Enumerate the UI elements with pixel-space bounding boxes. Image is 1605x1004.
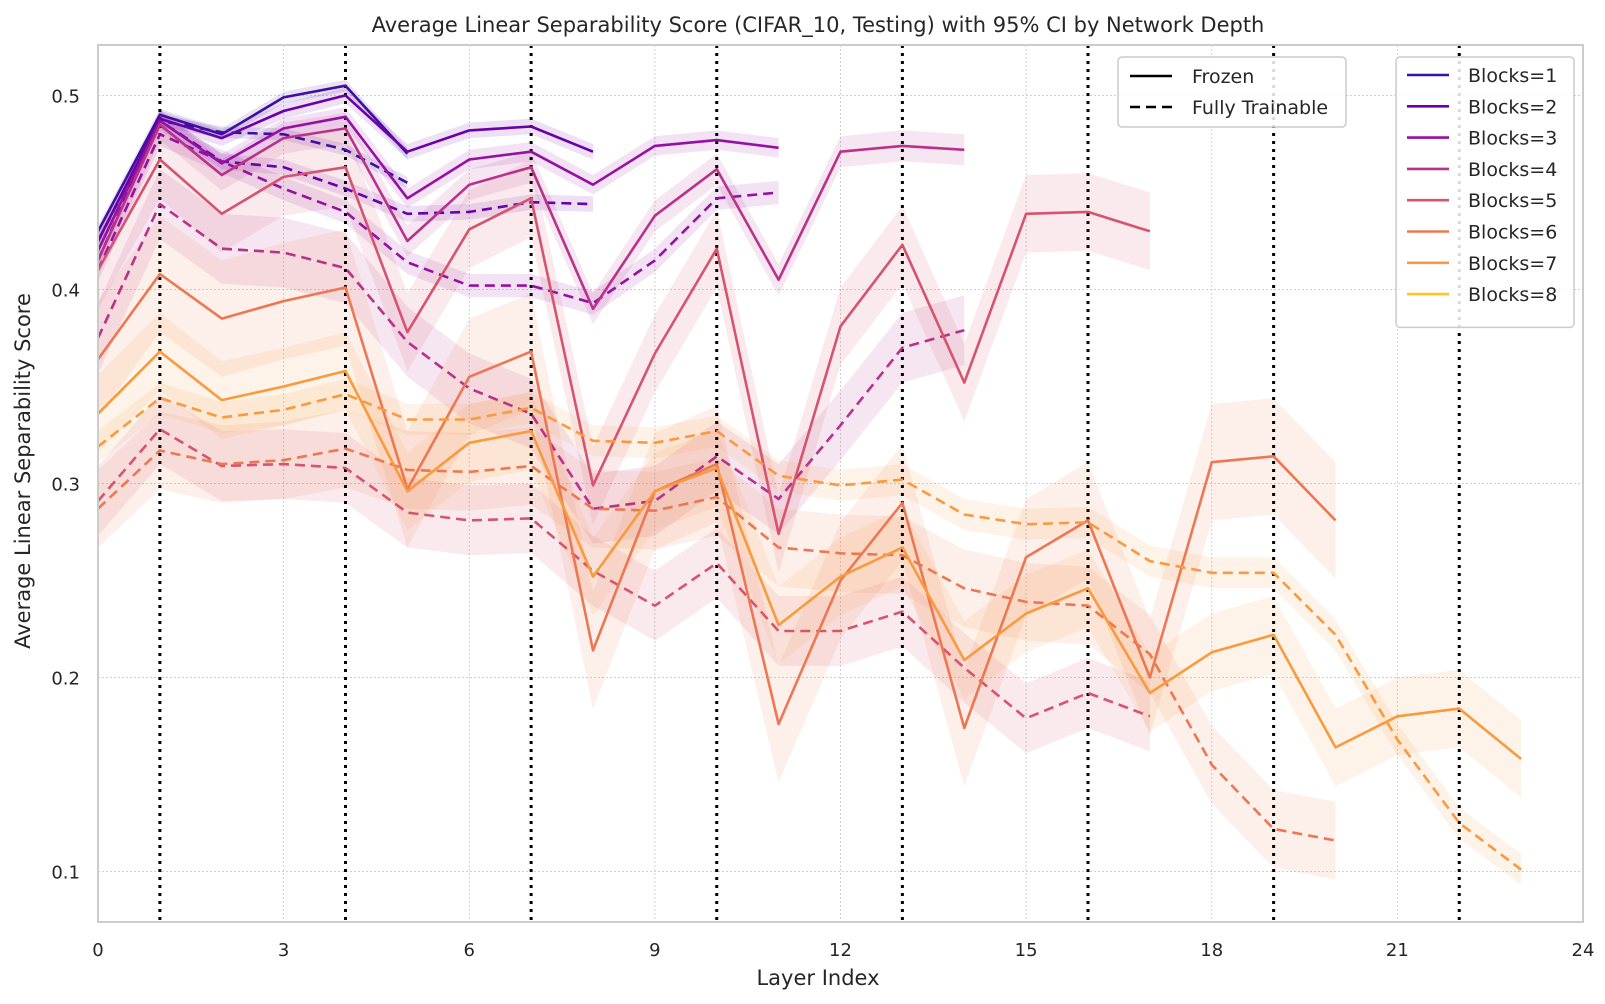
- x-tick-label: 18: [1200, 940, 1223, 961]
- style-legend-frame: [1117, 56, 1347, 128]
- series-line: [96, 272, 1337, 730]
- axis-layer: 0 3 6 9 12 15 18 21 24 0.1 0.2 0.3 0.4 0.5: [51, 44, 1595, 961]
- series-line: [96, 202, 965, 511]
- series-legend-label: Blocks=8: [1468, 284, 1557, 306]
- style-legend-label: Frozen: [1192, 66, 1254, 88]
- x-tick-label: 0: [92, 940, 103, 961]
- series-line: [97, 350, 1522, 761]
- series-line: [96, 123, 965, 311]
- series-legend: Blocks=1 Blocks=2 Blocks=3 Blocks=4 Blocks=5…: [1395, 56, 1575, 329]
- ci-band: [98, 215, 1336, 787]
- x-tick-label: 15: [1015, 940, 1038, 961]
- y-tick-label: 0.5: [51, 86, 80, 107]
- series-legend-label: Blocks=5: [1468, 190, 1557, 212]
- series-legend-label: Blocks=6: [1468, 222, 1557, 244]
- style-legend: Frozen Fully Trainable: [1117, 56, 1347, 128]
- series-legend-frame: [1395, 56, 1575, 329]
- x-tick-label: 24: [1572, 940, 1595, 961]
- ci-band: [98, 122, 779, 315]
- series-legend-label: Blocks=7: [1468, 253, 1557, 275]
- y-tick-label: 0.3: [51, 475, 80, 496]
- ci-band: [98, 114, 408, 247]
- ci-band: [98, 87, 593, 249]
- series-line: [96, 133, 779, 305]
- series-legend-label: Blocks=2: [1468, 96, 1557, 118]
- series-line: [96, 84, 409, 232]
- x-axis-label: Layer Index: [756, 966, 879, 990]
- series-line: [96, 115, 779, 252]
- y-tick-label: 0.1: [51, 863, 80, 884]
- ci-band: [98, 378, 1522, 886]
- ci-band: [98, 120, 1150, 573]
- x-tick-label: 12: [829, 940, 852, 961]
- series-line-layer: [96, 84, 1522, 871]
- y-tick-label: 0.4: [51, 280, 80, 301]
- ci-band: [98, 169, 965, 544]
- series-legend-label: Blocks=4: [1468, 159, 1557, 181]
- vertical-marker-layer: [158, 45, 1461, 922]
- series-line: [97, 427, 1151, 720]
- series-line: [97, 447, 1336, 842]
- y-axis-label: Average Linear Separability Score: [11, 293, 35, 649]
- chart-title: Average Linear Separability Score (CIFAR…: [372, 13, 1265, 38]
- series-legend-label: Blocks=1: [1468, 65, 1557, 87]
- x-tick-label: 3: [278, 940, 289, 961]
- style-legend-label: Fully Trainable: [1192, 97, 1328, 119]
- series-line: [96, 94, 594, 242]
- y-tick-label: 0.2: [51, 669, 80, 690]
- series-legend-label: Blocks=3: [1468, 128, 1557, 150]
- x-tick-label: 6: [464, 940, 475, 961]
- ci-band: [98, 312, 1522, 798]
- series-line: [97, 392, 1522, 871]
- series-line: [96, 158, 1151, 536]
- ci-band: [98, 107, 779, 261]
- plot-frame: [97, 44, 1584, 923]
- x-tick-label: 9: [649, 940, 660, 961]
- x-tick-label: 21: [1386, 940, 1409, 961]
